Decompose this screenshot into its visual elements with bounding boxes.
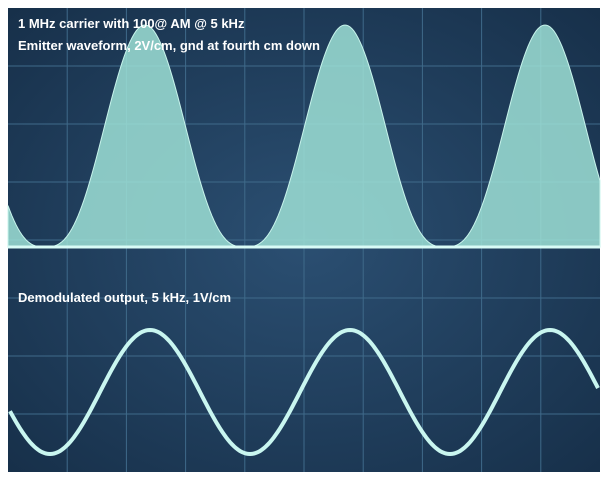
label: Emitter waveform, 2V/cm, gnd at fourth c… bbox=[18, 38, 320, 53]
label: 1 MHz carrier with 100@ AM @ 5 kHz bbox=[18, 16, 245, 31]
demodulated-waveform bbox=[8, 327, 600, 457]
label: Demodulated output, 5 kHz, 1V/cm bbox=[18, 290, 231, 305]
am-waveform bbox=[7, 24, 601, 248]
